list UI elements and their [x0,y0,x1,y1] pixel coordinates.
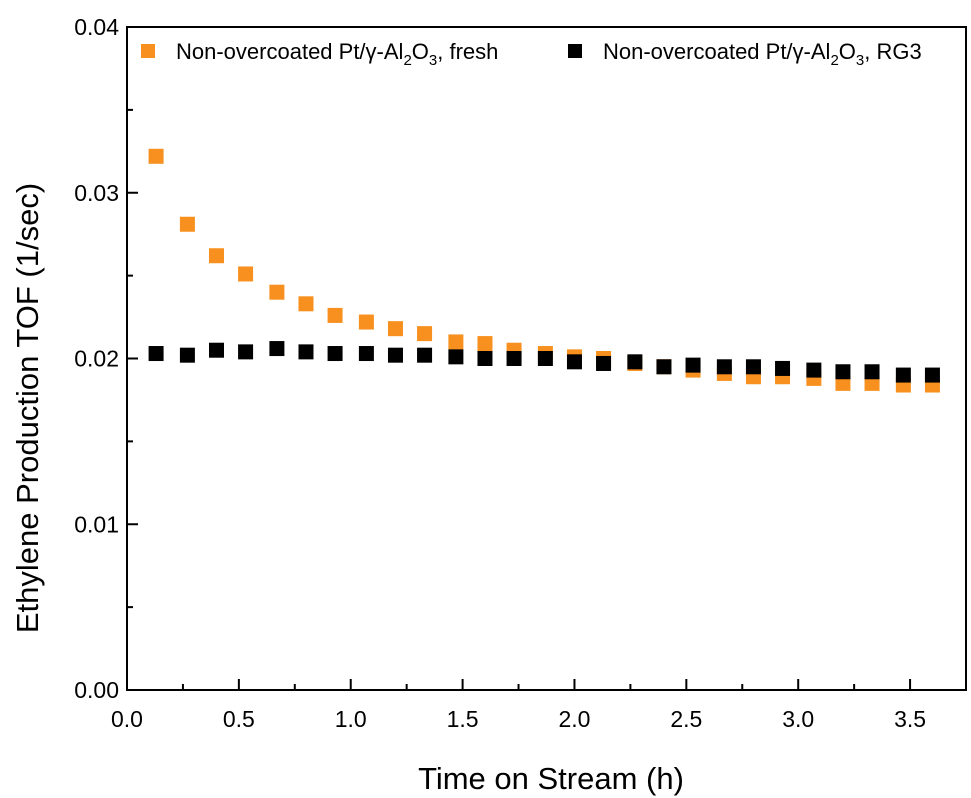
legend-marker [568,44,582,58]
data-point [327,307,343,323]
x-tick-label: 0.5 [223,706,255,732]
series-1 [148,341,940,383]
x-tick-label: 0.0 [111,706,143,732]
data-point [864,375,880,391]
data-point [627,354,643,370]
axes [126,26,967,691]
data-point [417,347,433,363]
x-tick-label: 2.5 [670,706,702,732]
data-point [924,367,940,383]
data-point [269,284,285,300]
legend-label-part: 2 [403,52,411,69]
data-point [806,362,822,378]
legend-label-part: O [839,39,856,64]
legend: Non-overcoated Pt/γ-Al2O3, fresh Non-over… [141,39,922,69]
legend-label-part: , fresh [437,39,498,64]
legend-label-part: 3 [429,52,437,69]
legend-label: Non-overcoated Pt/γ-Al2O3, fresh [176,39,498,69]
legend-label-part: 3 [856,52,864,69]
data-point [895,367,911,383]
legend-label-part: , RG3 [864,39,921,64]
data-point [685,357,701,373]
data-point [448,349,464,365]
data-point [327,346,343,362]
tick-labels: 0.0 0.5 1.0 1.5 2.0 2.5 3.0 3.5 0.00 0.01 0.02 0.03… [74,14,926,732]
x-tick-label: 1.0 [335,706,367,732]
data-point [566,354,582,370]
data-point [238,344,254,360]
y-axis-title: Ethylene Production TOF (1/sec) [10,183,45,633]
data-point [269,341,285,357]
y-tick-label: 0.00 [74,677,119,703]
data-point [358,346,374,362]
data-point [835,375,851,391]
data-point [387,347,403,363]
y-tick-label: 0.03 [74,180,119,206]
legend-entry: Non-overcoated Pt/γ-Al2O3, fresh [141,39,498,69]
data-point [477,336,493,352]
y-tick-label: 0.01 [74,511,119,537]
legend-marker [141,44,155,58]
data-point [716,359,732,375]
data-point [596,355,612,371]
y-tick-label: 0.04 [74,14,119,40]
data-point [656,359,672,375]
legend-label-part: 2 [830,52,838,69]
data-point [835,364,851,380]
plot-area [148,148,940,393]
x-axis-title: Time on Stream (h) [418,761,684,796]
data-point [745,359,761,375]
data-point [208,248,224,264]
legend-label-part: O [412,39,429,64]
legend-label-part: Non-overcoated Pt/γ-Al [603,39,830,64]
data-point [387,321,403,337]
data-point [148,148,164,164]
legend-label: Non-overcoated Pt/γ-Al2O3, RG3 [603,39,922,69]
data-point [417,326,433,342]
data-point [864,364,880,380]
legend-label-part: Non-overcoated Pt/γ-Al [176,39,403,64]
data-point [179,347,195,363]
data-point [148,346,164,362]
data-point [775,360,791,376]
data-point [537,351,553,366]
data-point [298,344,314,360]
x-tick-label: 3.5 [894,706,926,732]
data-point [448,334,464,350]
x-tick-label: 3.0 [782,706,814,732]
data-point [358,314,374,330]
data-point [179,216,195,232]
x-tick-label: 1.5 [447,706,479,732]
data-point [506,351,522,366]
data-point [238,266,254,282]
legend-entry: Non-overcoated Pt/γ-Al2O3, RG3 [568,39,922,69]
x-tick-label: 2.0 [558,706,590,732]
data-point [208,342,224,358]
data-point [298,296,314,312]
y-tick-label: 0.02 [74,346,119,372]
data-point [477,351,493,366]
